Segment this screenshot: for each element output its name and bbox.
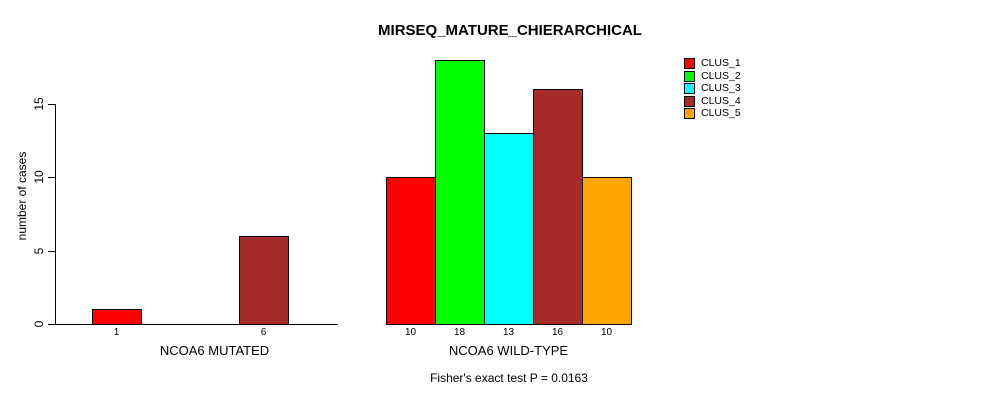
- bar-value-label: 13: [502, 327, 515, 338]
- legend-label: CLUS_2: [701, 69, 741, 82]
- legend-swatch: [684, 83, 695, 95]
- y-tick-label: 10: [32, 170, 46, 185]
- legend-label: CLUS_1: [701, 57, 741, 69]
- bar-clus_2: [435, 60, 485, 325]
- legend-label: CLUS_5: [701, 107, 741, 120]
- bar-clus_1: [92, 309, 142, 325]
- y-axis-label: number of cases: [15, 151, 29, 241]
- legend-item: CLUS_4: [684, 94, 746, 108]
- y-tick-label: 15: [32, 97, 46, 111]
- legend-item: CLUS_5: [684, 107, 746, 120]
- bar-value-label: 6: [260, 327, 267, 338]
- legend-swatch: [684, 108, 695, 120]
- bar-value-label: 10: [600, 327, 613, 338]
- bar-clus_5: [582, 177, 632, 325]
- fisher-test-annotation: Fisher's exact test P = 0.0163: [430, 371, 588, 385]
- bar-clus_4: [533, 89, 583, 325]
- legend-item: CLUS_1: [684, 57, 746, 70]
- bar-clus_1: [386, 177, 436, 325]
- bar-clus_4: [239, 236, 289, 325]
- group-axis-label: NCOA6 MUTATED: [159, 343, 270, 358]
- legend-label: CLUS_3: [701, 82, 741, 95]
- bar-clus_3: [484, 133, 534, 325]
- legend-label: CLUS_4: [701, 94, 741, 107]
- group-axis-label: NCOA6 WILD-TYPE: [448, 343, 569, 358]
- y-tick-mark: [48, 250, 55, 252]
- legend-swatch: [684, 95, 695, 107]
- legend-item: CLUS_3: [684, 82, 746, 95]
- legend-swatch: [684, 58, 695, 69]
- bar-value-label: 16: [551, 327, 564, 338]
- y-tick-mark: [48, 177, 55, 179]
- y-tick-label: 0: [32, 320, 46, 328]
- bar-value-label: 10: [404, 327, 417, 338]
- bar-value-label: 18: [453, 327, 466, 338]
- legend-swatch: [684, 70, 695, 82]
- bar-value-label: 1: [113, 327, 120, 338]
- x-axis-baseline: [55, 324, 338, 325]
- legend-item: CLUS_2: [684, 69, 746, 83]
- y-axis-line: [55, 104, 56, 325]
- y-tick-mark: [48, 104, 55, 105]
- chart-title: MIRSEQ_MATURE_CHIERARCHICAL: [378, 22, 642, 39]
- y-tick-label: 5: [32, 247, 46, 254]
- y-tick-mark: [48, 324, 55, 325]
